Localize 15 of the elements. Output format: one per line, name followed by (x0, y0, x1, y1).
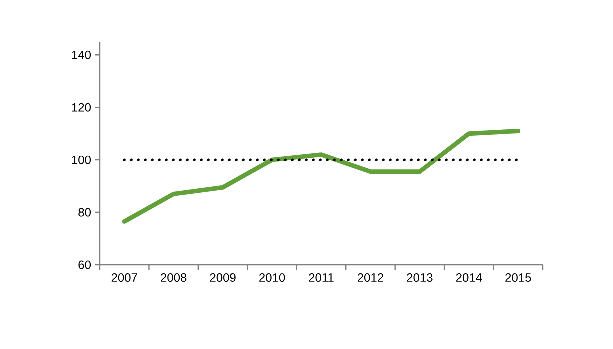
x-tick-label: 2015 (506, 274, 532, 282)
x-tick-label: 2010 (260, 274, 286, 282)
y-tick-label: 140 (72, 50, 92, 60)
x-tick-label: 2009 (210, 274, 236, 282)
y-tick-label: 80 (78, 208, 92, 217)
x-tick-label: 2008 (161, 274, 187, 282)
x-tick-label: 2013 (407, 274, 433, 282)
line-series (122, 128, 521, 224)
x-tick-label: 2011 (309, 274, 334, 282)
x-tick-label: 2007 (112, 274, 138, 282)
y-tick-label: 100 (72, 156, 92, 164)
y-tick-label: 120 (72, 103, 92, 112)
x-tick-label: 2014 (456, 274, 482, 282)
y-tick-label: 60 (78, 260, 92, 270)
x-tick-label: 2012 (358, 274, 384, 282)
